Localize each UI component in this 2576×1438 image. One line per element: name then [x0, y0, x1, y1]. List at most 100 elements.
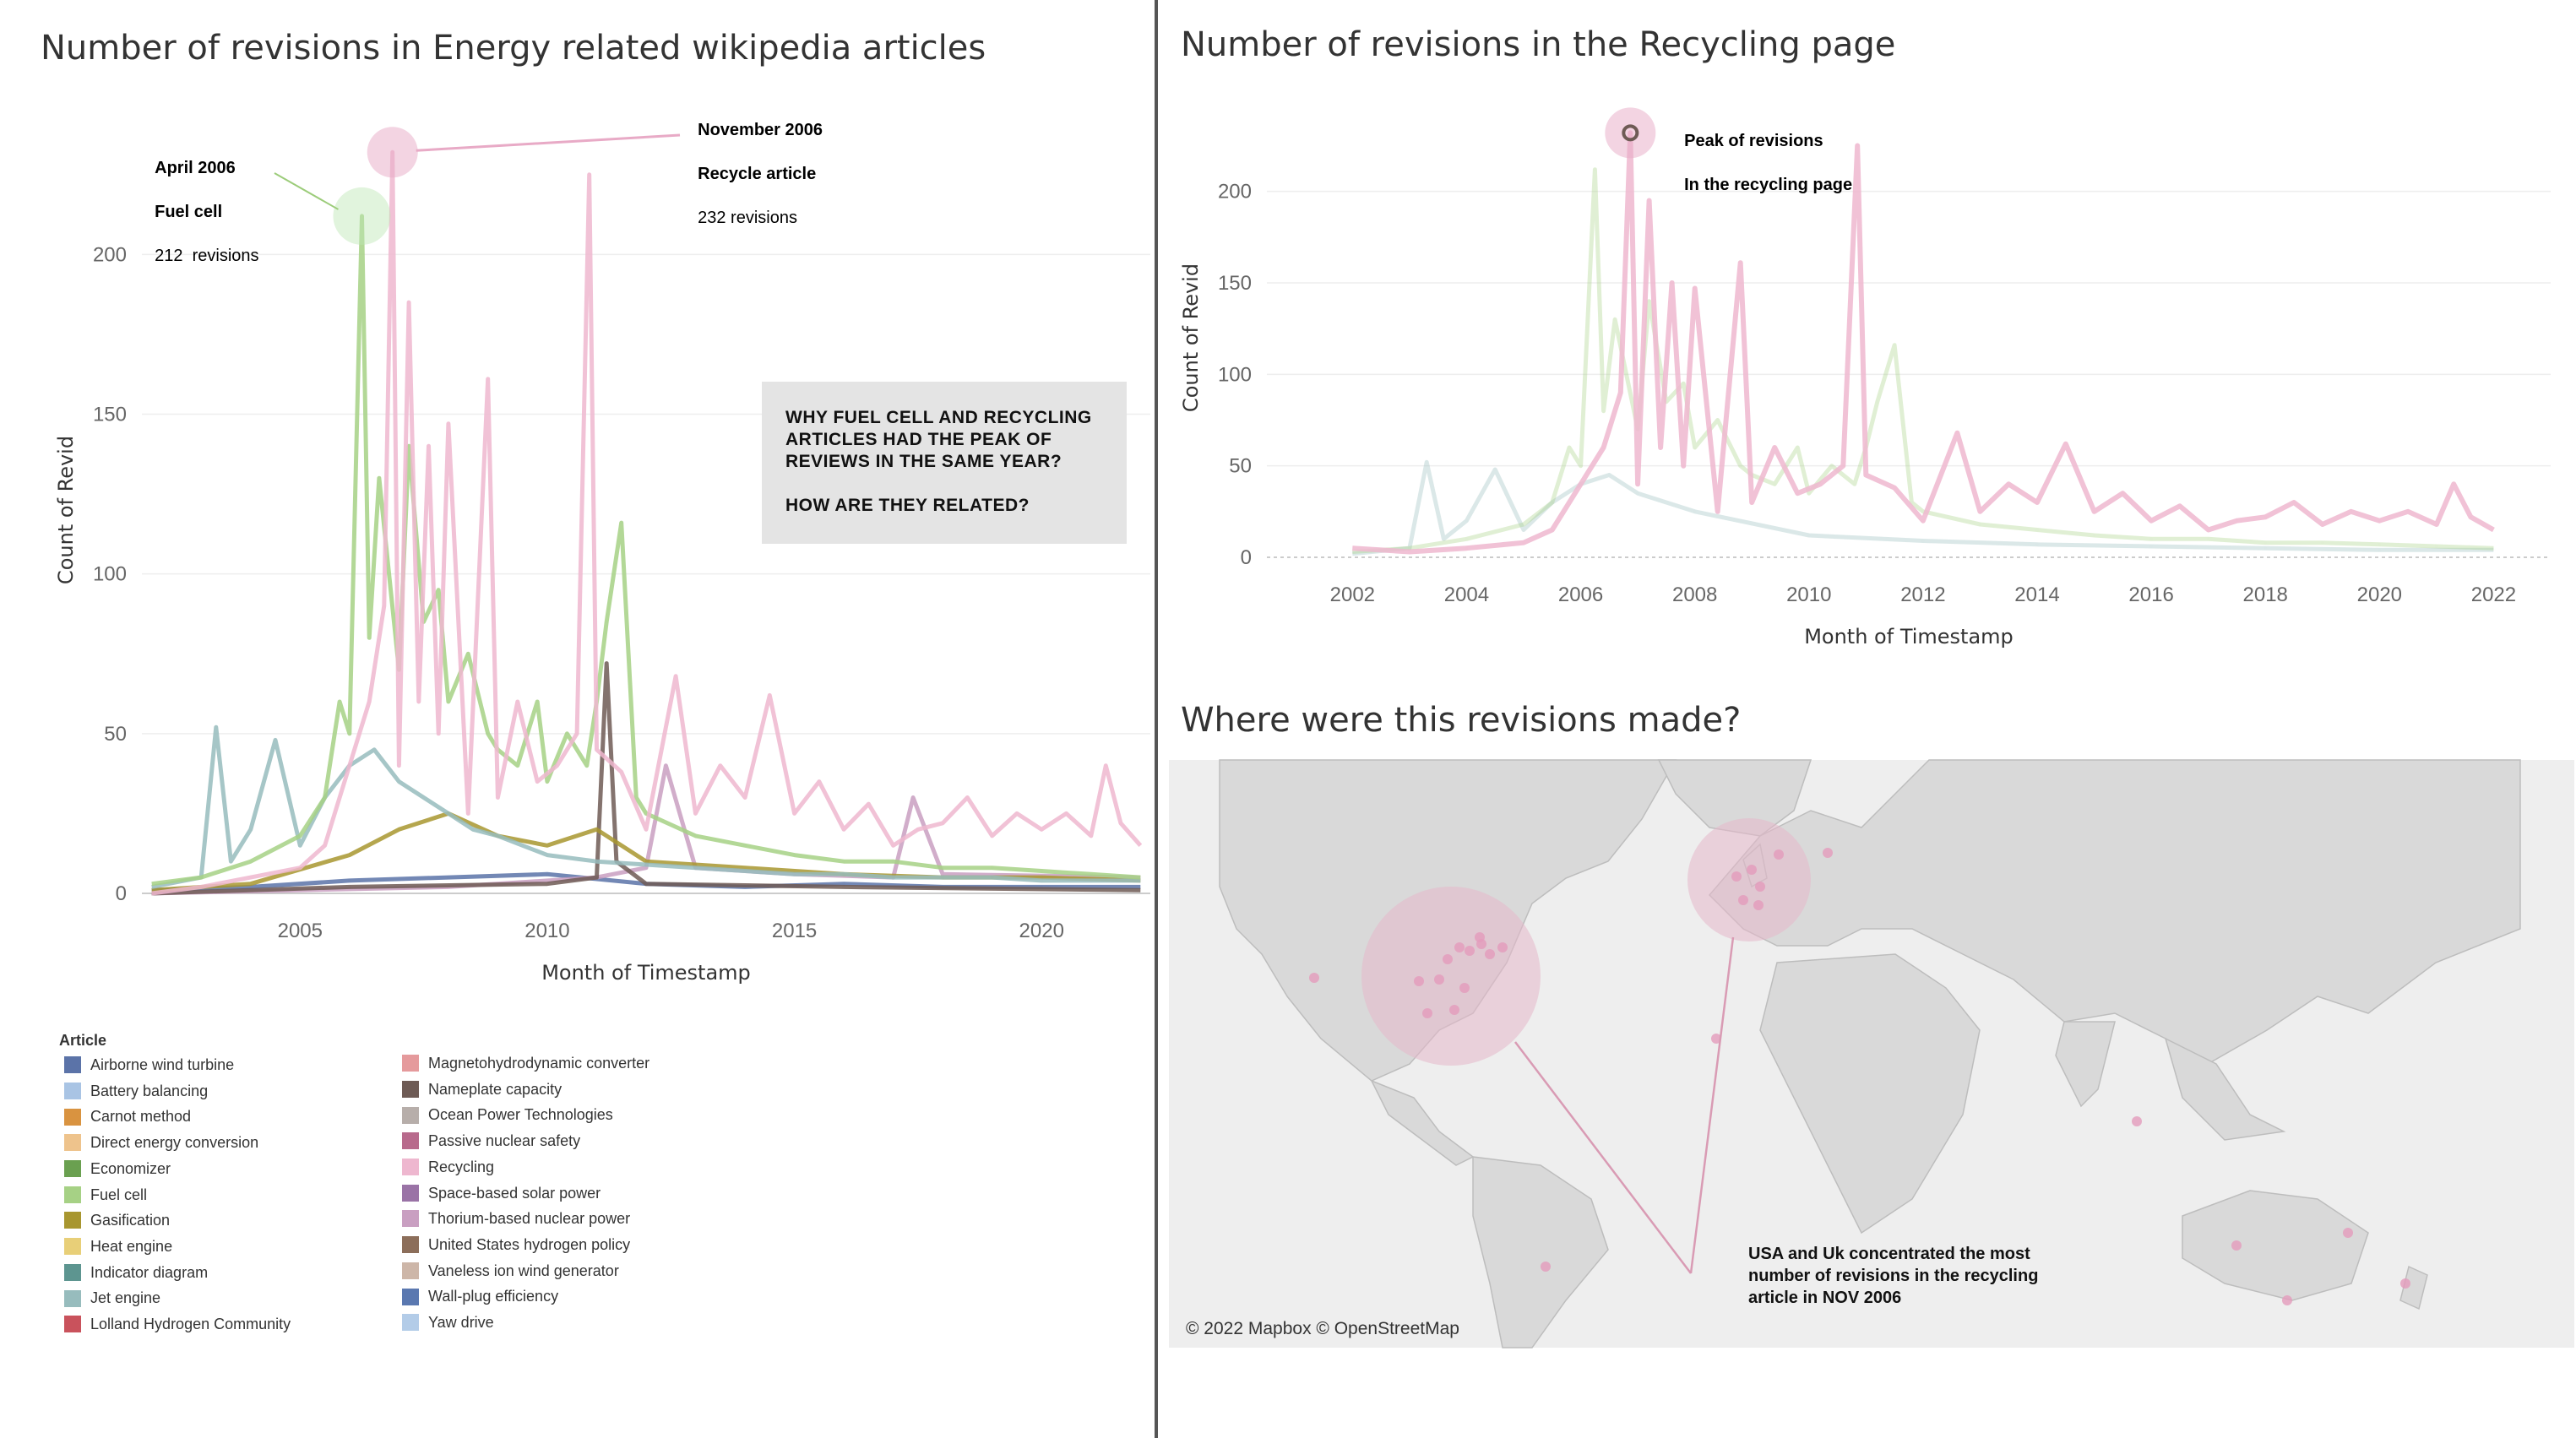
data-point[interactable]: [2452, 482, 2455, 486]
data-point[interactable]: [372, 748, 376, 752]
data-point[interactable]: [1090, 879, 1093, 882]
legend-item[interactable]: Lolland Hydrogen Community: [64, 1315, 291, 1338]
legend-item[interactable]: Nameplate capacity: [402, 1080, 562, 1104]
data-point[interactable]: [620, 770, 623, 773]
data-point[interactable]: [215, 725, 218, 729]
data-point[interactable]: [1876, 400, 1879, 404]
data-point[interactable]: [1955, 431, 1959, 435]
revision-dot[interactable]: [1422, 1008, 1432, 1018]
data-point[interactable]: [1065, 811, 1068, 815]
data-point[interactable]: [991, 866, 994, 870]
data-point[interactable]: [1522, 523, 1525, 526]
data-point[interactable]: [1807, 491, 1811, 495]
data-point[interactable]: [2492, 529, 2495, 532]
revision-dot[interactable]: [1747, 865, 1757, 875]
data-point[interactable]: [1593, 168, 1596, 171]
data-point[interactable]: [367, 636, 371, 639]
data-point[interactable]: [471, 828, 475, 831]
data-point[interactable]: [1139, 844, 1142, 847]
revision-dot[interactable]: [1731, 871, 1742, 882]
data-point[interactable]: [2235, 519, 2238, 523]
data-point[interactable]: [1551, 501, 1554, 504]
data-point[interactable]: [1090, 872, 1093, 876]
data-point[interactable]: [1522, 529, 1525, 532]
data-point[interactable]: [743, 870, 747, 873]
data-point[interactable]: [588, 173, 591, 176]
data-point[interactable]: [585, 764, 589, 768]
data-point[interactable]: [199, 876, 203, 879]
legend-item[interactable]: Yaw drive: [402, 1313, 494, 1337]
revision-dot[interactable]: [1475, 932, 1485, 942]
data-point[interactable]: [447, 811, 450, 815]
data-point[interactable]: [2321, 541, 2324, 545]
data-point[interactable]: [1716, 419, 1720, 422]
data-point[interactable]: [2093, 510, 2096, 513]
data-point[interactable]: [496, 834, 499, 838]
data-point[interactable]: [1693, 510, 1697, 513]
series-line-nameplate-capacity[interactable]: [151, 661, 1141, 896]
data-point[interactable]: [367, 700, 371, 703]
data-point[interactable]: [323, 844, 327, 847]
data-point[interactable]: [565, 732, 568, 735]
legend-item[interactable]: Gasification: [64, 1211, 170, 1235]
data-point[interactable]: [644, 863, 648, 866]
data-point[interactable]: [1893, 344, 1896, 347]
data-point[interactable]: [546, 854, 549, 857]
data-point[interactable]: [892, 876, 895, 879]
data-point[interactable]: [2435, 523, 2438, 526]
data-point[interactable]: [249, 860, 253, 863]
data-point[interactable]: [1551, 529, 1554, 532]
data-point[interactable]: [1119, 822, 1122, 825]
data-point[interactable]: [1856, 144, 1859, 148]
data-point[interactable]: [1579, 482, 1583, 486]
data-point[interactable]: [1750, 501, 1753, 504]
data-point[interactable]: [644, 882, 648, 886]
data-point[interactable]: [1636, 482, 1639, 486]
data-point[interactable]: [150, 882, 154, 886]
data-point[interactable]: [1139, 876, 1142, 879]
legend-item[interactable]: Carnot method: [64, 1107, 191, 1131]
data-point[interactable]: [965, 796, 969, 800]
data-point[interactable]: [674, 675, 677, 678]
data-point[interactable]: [521, 844, 524, 847]
data-point[interactable]: [2035, 543, 2039, 546]
data-point[interactable]: [743, 844, 747, 847]
data-point[interactable]: [2378, 548, 2381, 551]
data-point[interactable]: [1818, 482, 1822, 486]
data-point[interactable]: [1104, 764, 1107, 768]
data-point[interactable]: [941, 876, 944, 879]
data-point[interactable]: [1682, 464, 1685, 468]
data-point[interactable]: [1693, 287, 1697, 290]
revision-dot[interactable]: [1443, 954, 1453, 964]
data-point[interactable]: [842, 828, 845, 831]
data-point[interactable]: [348, 854, 351, 857]
revision-dot[interactable]: [2343, 1228, 2353, 1238]
legend-item[interactable]: Ocean Power Technologies: [402, 1105, 613, 1129]
data-point[interactable]: [348, 879, 351, 882]
data-point[interactable]: [2264, 546, 2267, 550]
data-point[interactable]: [422, 796, 426, 800]
data-point[interactable]: [2035, 529, 2039, 532]
data-point[interactable]: [274, 738, 277, 741]
data-point[interactable]: [1830, 464, 1834, 468]
data-point[interactable]: [437, 732, 440, 735]
legend-item[interactable]: Heat engine: [64, 1237, 172, 1261]
data-point[interactable]: [1522, 541, 1525, 545]
data-point[interactable]: [1864, 474, 1867, 477]
legend-item[interactable]: Airborne wind turbine: [64, 1055, 234, 1079]
revision-dot[interactable]: [1414, 976, 1424, 986]
data-point[interactable]: [694, 866, 698, 870]
data-point[interactable]: [1139, 888, 1142, 892]
data-point[interactable]: [1636, 491, 1639, 495]
data-point[interactable]: [1408, 551, 1411, 554]
data-point[interactable]: [818, 780, 821, 784]
data-point[interactable]: [298, 844, 302, 847]
series-line-recycling[interactable]: [151, 149, 1143, 896]
data-point[interactable]: [323, 796, 327, 800]
revision-dot[interactable]: [1454, 942, 1465, 952]
legend-item[interactable]: Recycling: [402, 1158, 494, 1181]
data-point[interactable]: [417, 700, 421, 703]
data-point[interactable]: [2207, 529, 2210, 532]
data-point[interactable]: [1607, 474, 1611, 477]
data-point[interactable]: [595, 748, 598, 752]
